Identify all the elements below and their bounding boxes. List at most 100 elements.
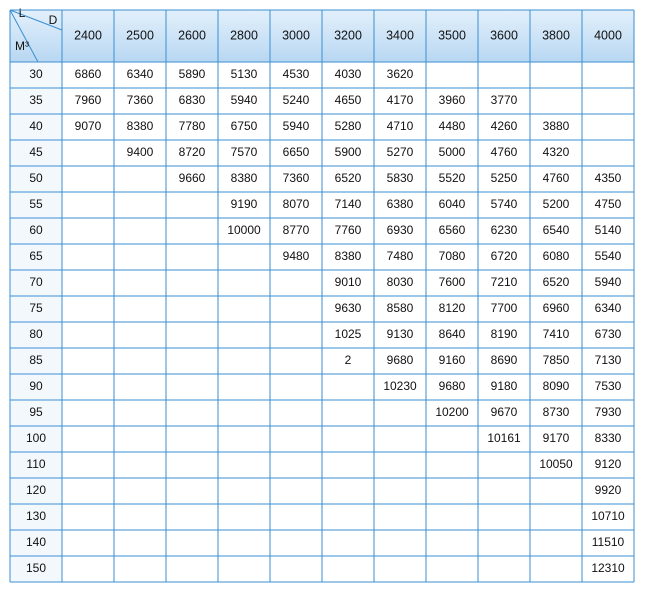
- row-header: 75: [29, 301, 43, 315]
- cell: 5740: [491, 197, 518, 211]
- row-header: 60: [29, 223, 43, 237]
- cell: 7210: [491, 275, 518, 289]
- cell: 4710: [387, 119, 414, 133]
- cell: 7700: [491, 301, 518, 315]
- row-header: 65: [29, 249, 43, 263]
- cell: 9680: [387, 353, 414, 367]
- cell: 6340: [595, 301, 622, 315]
- cell: 7600: [439, 275, 466, 289]
- cell: 6960: [543, 301, 570, 315]
- cell: 3960: [439, 93, 466, 107]
- cell: 4760: [491, 145, 518, 159]
- cell: 9400: [127, 145, 154, 159]
- cell: 4480: [439, 119, 466, 133]
- cell: 4030: [335, 67, 362, 81]
- cell: 8730: [543, 405, 570, 419]
- row-header: 150: [26, 561, 46, 575]
- cell: 1025: [335, 327, 362, 341]
- cell: 4170: [387, 93, 414, 107]
- cell: 8090: [543, 379, 570, 393]
- cell: 5200: [543, 197, 570, 211]
- cell: 9660: [179, 171, 206, 185]
- cell: 9160: [439, 353, 466, 367]
- cell: 7140: [335, 197, 362, 211]
- cell: 8030: [387, 275, 414, 289]
- row-header: 40: [29, 119, 43, 133]
- cell: 9480: [283, 249, 310, 263]
- cell: 9190: [231, 197, 258, 211]
- cell: 8720: [179, 145, 206, 159]
- cell: 6860: [75, 67, 102, 81]
- cell: 7930: [595, 405, 622, 419]
- cell: 12310: [591, 561, 625, 575]
- cell: 6720: [491, 249, 518, 263]
- row-header: 55: [29, 197, 43, 211]
- cell: 8120: [439, 301, 466, 315]
- corner-row-label: L: [19, 6, 26, 20]
- row-header: 70: [29, 275, 43, 289]
- cell: 5280: [335, 119, 362, 133]
- cell: 10050: [539, 457, 573, 471]
- cell: 6830: [179, 93, 206, 107]
- row-header: 85: [29, 353, 43, 367]
- cell: 7130: [595, 353, 622, 367]
- cell: 7530: [595, 379, 622, 393]
- cell: 8190: [491, 327, 518, 341]
- cell: 6750: [231, 119, 258, 133]
- row-header: 110: [26, 457, 45, 471]
- column-header: 4000: [594, 28, 622, 42]
- cell: 5540: [595, 249, 622, 263]
- cell: 3620: [387, 67, 414, 81]
- cell: 5830: [387, 171, 414, 185]
- cell: 6650: [283, 145, 310, 159]
- cell: 8330: [595, 431, 622, 445]
- cell: 2: [345, 353, 352, 367]
- row-header: 50: [29, 171, 43, 185]
- cell: 8640: [439, 327, 466, 341]
- cell: 9130: [387, 327, 414, 341]
- cell: 5520: [439, 171, 466, 185]
- cell: 5000: [439, 145, 466, 159]
- cell: 7960: [75, 93, 102, 107]
- cell: 7360: [283, 171, 310, 185]
- cell: 10230: [383, 379, 417, 393]
- column-header: 2600: [178, 28, 206, 42]
- cell: 8770: [283, 223, 310, 237]
- cell: 10161: [487, 431, 521, 445]
- column-header: 3500: [438, 28, 466, 42]
- row-header: 140: [26, 535, 46, 549]
- cell: 5130: [231, 67, 258, 81]
- cell: 5890: [179, 67, 206, 81]
- cell: 6080: [543, 249, 570, 263]
- cell: 4760: [543, 171, 570, 185]
- corner-unit: M³: [15, 39, 29, 53]
- cell: 6560: [439, 223, 466, 237]
- cell: 5270: [387, 145, 414, 159]
- cell: 3880: [543, 119, 570, 133]
- cell: 9070: [75, 119, 102, 133]
- cell: 9170: [543, 431, 570, 445]
- cell: 7780: [179, 119, 206, 133]
- cell: 9630: [335, 301, 362, 315]
- cell: 6040: [439, 197, 466, 211]
- cell: 5940: [595, 275, 622, 289]
- cell: 8380: [231, 171, 258, 185]
- column-header: 2500: [126, 28, 154, 42]
- cell: 4530: [283, 67, 310, 81]
- cell: 5940: [283, 119, 310, 133]
- cell: 7570: [231, 145, 258, 159]
- row-header: 45: [29, 145, 43, 159]
- cell: 4350: [595, 171, 622, 185]
- cell: 7360: [127, 93, 154, 107]
- cell: 6520: [335, 171, 362, 185]
- cell: 8690: [491, 353, 518, 367]
- cell: 3770: [491, 93, 518, 107]
- column-header: 3200: [334, 28, 362, 42]
- row-header: 80: [29, 327, 43, 341]
- cell: 7850: [543, 353, 570, 367]
- cell: 5900: [335, 145, 362, 159]
- cell: 8070: [283, 197, 310, 211]
- cell: 6540: [543, 223, 570, 237]
